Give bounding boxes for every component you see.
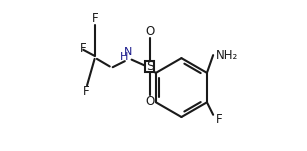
Text: F: F: [216, 113, 223, 126]
Text: NH₂: NH₂: [216, 49, 239, 62]
Text: F: F: [92, 12, 99, 25]
Text: O: O: [145, 25, 154, 38]
Text: S: S: [146, 60, 154, 73]
Text: H: H: [119, 52, 128, 62]
Text: F: F: [83, 85, 90, 98]
Text: N: N: [124, 47, 132, 57]
Text: F: F: [80, 42, 86, 55]
FancyBboxPatch shape: [145, 61, 154, 72]
Text: O: O: [145, 95, 154, 108]
